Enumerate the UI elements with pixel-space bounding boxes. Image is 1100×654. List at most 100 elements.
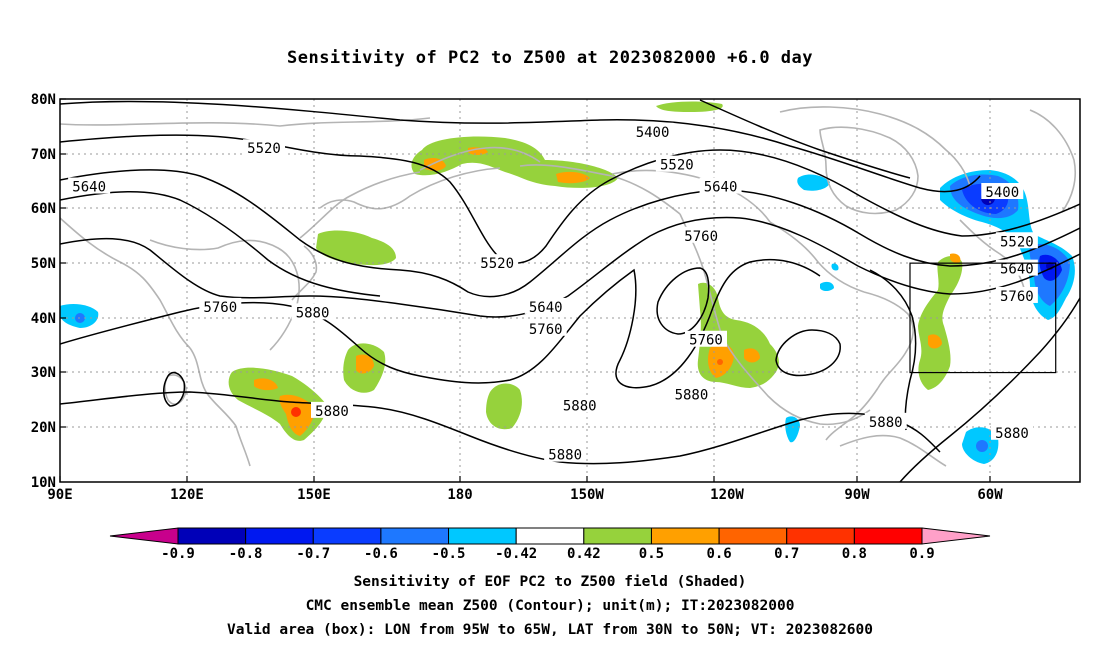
colorbar-label: -0.42: [495, 546, 537, 562]
negative-region-gulf: [820, 281, 834, 291]
lon-label: 150E: [297, 487, 331, 503]
negative-region-hudson-small: [831, 263, 839, 271]
valid-area-box: [909, 262, 1057, 374]
positive-region-red: [717, 359, 723, 365]
positive-region-orange: [254, 378, 278, 391]
contour-label-bg: [311, 401, 353, 418]
contour-label: 5880: [869, 415, 903, 431]
lat-label: 20N: [31, 420, 56, 436]
contour-5400: [60, 100, 981, 193]
contour-5640-inner: [60, 191, 381, 297]
contour-label-bg: [199, 297, 242, 314]
contour-label: 5640: [529, 300, 563, 316]
colorbar-cell: [312, 527, 382, 545]
contour-label: 5400: [636, 125, 670, 141]
contour-5760-loop: [656, 267, 710, 335]
contour-label: 5760: [684, 229, 718, 245]
lat-label: 60N: [31, 201, 56, 217]
lon-label: 60W: [977, 487, 1003, 503]
colorbar: -0.9 -0.8 -0.7 -0.6 -0.5 -0.42 0.42 0.5 0.6 0.7 0.…: [109, 527, 991, 562]
lat-label: 50N: [31, 256, 56, 272]
axis-ticks: [59, 98, 991, 482]
negative-region-core: [976, 440, 988, 452]
lat-label: 40N: [31, 311, 56, 327]
colorbar-label: -0.7: [296, 546, 330, 562]
colorbar-label: -0.5: [432, 546, 466, 562]
positive-region-orange: [928, 334, 942, 349]
contour-label: 5880: [675, 387, 709, 403]
positive-region-red: [291, 407, 301, 417]
contour-label-bg: [981, 183, 1024, 200]
contour-label: 5640: [72, 180, 106, 196]
contour-japan-ring: [163, 371, 186, 407]
contour-5400-west: [699, 99, 911, 179]
lon-label: 180: [447, 487, 472, 503]
colorbar-label: -0.9: [161, 546, 195, 562]
colorbar-cell: [786, 527, 855, 545]
z500-contours: [60, 99, 1080, 482]
contour-label-bg: [699, 177, 742, 194]
contour-label-bg: [995, 286, 1038, 303]
contour-label: 5880: [563, 398, 597, 414]
contour-5520: [60, 134, 1080, 264]
lon-label: 150W: [570, 487, 604, 503]
colorbar-cell: [177, 527, 247, 545]
contour-5880-south: [60, 391, 941, 465]
colorbar-high-arrow: [921, 527, 991, 545]
lon-labels: 90E 120E 150E 180 150W 120W 90W 60W: [47, 487, 1003, 503]
contour-labels: 5400 5400 5520 5520 5520 5520 5640 5640 5640 5640…: [68, 122, 1038, 464]
lat-label: 70N: [31, 147, 56, 163]
colorbar-cell: [853, 527, 923, 545]
colorbar-label: 0.7: [774, 546, 799, 562]
positive-region-central-pacific: [486, 383, 522, 430]
positive-region-arctic: [656, 101, 723, 112]
contour-label: 5760: [1000, 289, 1034, 305]
contour-5880-far-east: [899, 297, 1080, 482]
contour-label: 5640: [1000, 262, 1034, 278]
positive-region-sakhalin: [316, 230, 396, 266]
contour-label-bg: [558, 396, 601, 413]
caption-line-1: Sensitivity of EOF PC2 to Z500 field (Sh…: [353, 574, 747, 590]
contour-label-bg: [524, 297, 567, 314]
contour-label: 5880: [315, 404, 349, 420]
contour-label: 5520: [660, 158, 694, 174]
lon-label: 120E: [170, 487, 204, 503]
colorbar-cell: [245, 527, 314, 545]
colorbar-cell: [515, 527, 585, 545]
positive-region-orange: [356, 354, 374, 374]
lon-label: 120W: [710, 487, 744, 503]
colorbar-cell: [650, 527, 720, 545]
contour-label: 5760: [203, 300, 237, 316]
contour-label: 5760: [529, 322, 563, 338]
contour-label: 5520: [480, 256, 514, 272]
contour-5640: [60, 169, 1080, 298]
caption-line-3: Valid area (box): LON from 95W to 65W, L…: [226, 622, 873, 638]
contour-5880-east: [869, 269, 917, 431]
graticule: [60, 99, 1080, 482]
lat-label: 30N: [31, 365, 56, 381]
colorbar-low-arrow: [109, 527, 179, 545]
colorbar-label: 0.6: [706, 546, 731, 562]
contour-label: 5640: [704, 180, 738, 196]
colorbar-cell: [380, 527, 450, 545]
caption-line-2: CMC ensemble mean Z500 (Contour); unit(m…: [305, 598, 795, 614]
contour-label-bg: [68, 177, 111, 194]
colorbar-cell: [718, 527, 788, 545]
contour-label-bg: [631, 122, 674, 139]
positive-region-orange: [950, 253, 961, 263]
positive-region-orange: [556, 171, 590, 184]
lat-labels: 80N 70N 60N 50N 40N 30N 20N 10N: [31, 92, 56, 491]
contour-label-bg: [655, 155, 698, 172]
contour-label-bg: [991, 423, 1033, 440]
negative-region-hudson: [797, 174, 830, 191]
contour-label: 5400: [985, 185, 1019, 201]
contour-label: 5880: [548, 448, 582, 464]
contour-label: 5880: [995, 426, 1029, 442]
contour-label: 5880: [296, 305, 330, 321]
contour-label-bg: [680, 226, 723, 243]
lat-label: 80N: [31, 92, 56, 108]
positive-region-orange: [744, 348, 760, 363]
contour-label-bg: [995, 232, 1038, 249]
